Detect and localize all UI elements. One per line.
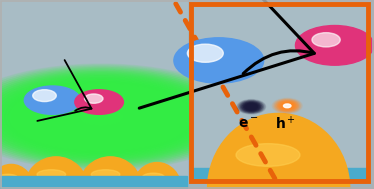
Ellipse shape [49,98,153,136]
Bar [191,4,368,181]
Circle shape [279,101,296,110]
Ellipse shape [0,71,227,163]
Ellipse shape [0,67,238,167]
Ellipse shape [27,90,175,144]
Circle shape [280,102,294,109]
Ellipse shape [82,110,120,124]
Ellipse shape [208,113,350,189]
Ellipse shape [23,89,179,146]
Circle shape [282,103,292,108]
Circle shape [75,90,123,114]
Ellipse shape [24,157,88,189]
Bar [0,0,187,189]
Circle shape [277,101,297,111]
Circle shape [174,38,264,83]
Circle shape [283,104,291,108]
Circle shape [187,44,223,62]
Circle shape [237,100,266,114]
Ellipse shape [37,170,66,179]
Ellipse shape [79,157,142,189]
Bar [191,4,368,181]
Ellipse shape [0,70,230,165]
Ellipse shape [0,64,245,170]
Ellipse shape [75,108,127,127]
Circle shape [248,105,255,109]
Ellipse shape [56,101,145,133]
Ellipse shape [45,97,156,138]
Ellipse shape [0,74,220,161]
Bar [191,168,368,181]
Ellipse shape [0,174,18,182]
Circle shape [276,100,299,112]
Circle shape [24,86,80,114]
Ellipse shape [38,94,164,140]
Ellipse shape [68,105,134,129]
Ellipse shape [9,83,194,151]
Circle shape [245,103,258,110]
Circle shape [242,102,261,112]
Ellipse shape [12,84,190,150]
Ellipse shape [0,65,242,169]
Circle shape [85,94,103,103]
Ellipse shape [97,116,105,119]
Ellipse shape [142,173,165,181]
Ellipse shape [0,79,205,155]
Ellipse shape [91,170,120,179]
Ellipse shape [0,76,212,158]
Ellipse shape [19,87,183,147]
Ellipse shape [42,95,160,139]
Ellipse shape [31,91,171,143]
Circle shape [246,104,257,109]
Text: e$^-$: e$^-$ [238,117,258,131]
Ellipse shape [133,163,181,189]
Ellipse shape [0,72,223,162]
Ellipse shape [79,109,123,125]
Ellipse shape [64,104,138,131]
Ellipse shape [86,112,116,123]
Ellipse shape [236,144,300,166]
FancyArrowPatch shape [139,0,314,108]
Circle shape [312,33,340,47]
Ellipse shape [5,82,197,153]
Ellipse shape [0,164,34,189]
Bar [0,176,187,189]
Ellipse shape [0,78,208,157]
Circle shape [283,104,291,108]
Ellipse shape [1,81,201,154]
Circle shape [33,90,56,102]
Circle shape [239,100,264,113]
Ellipse shape [16,86,186,149]
Circle shape [295,26,374,65]
Ellipse shape [34,93,168,142]
Text: h$^+$: h$^+$ [275,115,295,132]
Circle shape [240,101,263,112]
Ellipse shape [53,99,149,135]
Ellipse shape [0,68,234,166]
Ellipse shape [0,75,216,159]
Ellipse shape [60,102,142,132]
Ellipse shape [94,115,108,120]
Circle shape [274,99,301,113]
Circle shape [243,103,260,111]
FancyArrowPatch shape [37,60,92,121]
Ellipse shape [90,113,112,121]
Circle shape [272,98,302,113]
Ellipse shape [71,106,131,128]
